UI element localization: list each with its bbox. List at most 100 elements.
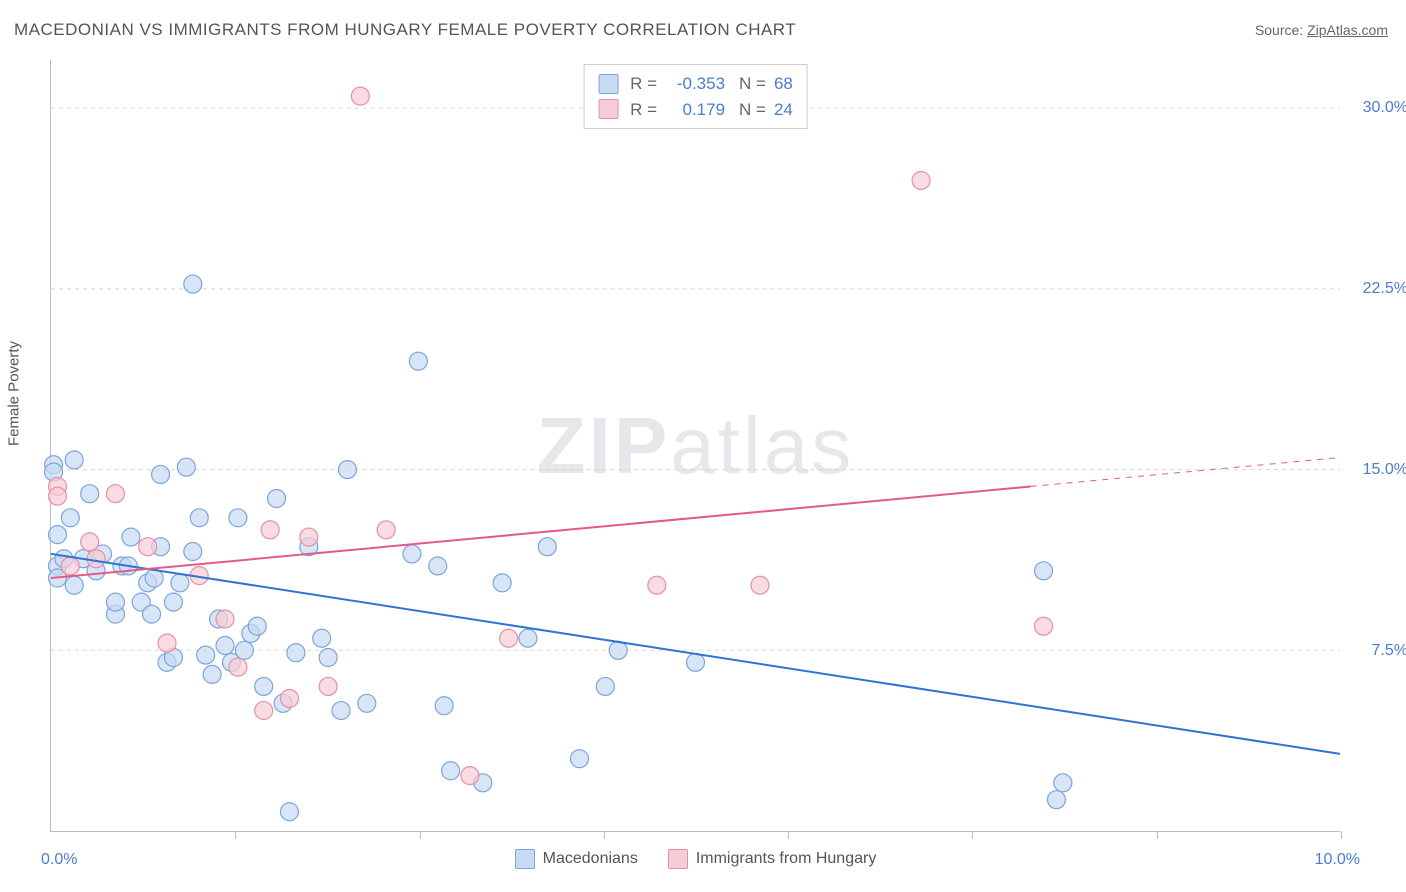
y-tick-label: 22.5% [1363, 280, 1406, 298]
legend-top: R =-0.353N =68R =0.179N =24 [583, 64, 808, 129]
data-point [158, 634, 176, 652]
data-point [319, 649, 337, 667]
legend-swatch [515, 849, 535, 869]
data-point [164, 593, 182, 611]
data-point [538, 538, 556, 556]
n-value: 68 [774, 71, 793, 97]
data-point [48, 487, 66, 505]
legend-label: Macedonians [543, 850, 638, 868]
data-point [184, 543, 202, 561]
data-point [81, 533, 99, 551]
y-tick-label: 15.0% [1363, 461, 1406, 479]
data-point [190, 509, 208, 527]
data-point [184, 275, 202, 293]
legend-swatch [598, 74, 618, 94]
data-point [1047, 791, 1065, 809]
data-point [229, 509, 247, 527]
data-point [106, 485, 124, 503]
r-label: R = [630, 71, 657, 97]
x-tick [235, 831, 236, 839]
r-value: -0.353 [665, 71, 725, 97]
source-attribution: Source: ZipAtlas.com [1255, 22, 1388, 38]
legend-swatch [598, 99, 618, 119]
legend-top-row: R = -0.353 N = 68 [598, 71, 793, 97]
data-point [332, 702, 350, 720]
data-point [358, 694, 376, 712]
data-point [122, 528, 140, 546]
data-point [216, 610, 234, 628]
trend-line [51, 486, 1031, 578]
data-point [139, 538, 157, 556]
legend-label: Immigrants from Hungary [696, 850, 877, 868]
chart-svg [51, 60, 1340, 831]
data-point [648, 576, 666, 594]
data-point [596, 677, 614, 695]
x-tick [788, 831, 789, 839]
chart-title: MACEDONIAN VS IMMIGRANTS FROM HUNGARY FE… [14, 20, 796, 40]
data-point [229, 658, 247, 676]
data-point [143, 605, 161, 623]
data-point [197, 646, 215, 664]
y-tick-label: 30.0% [1363, 99, 1406, 117]
n-label: N = [739, 71, 766, 97]
x-tick [1341, 831, 1342, 839]
data-point [351, 87, 369, 105]
trend-line-extension [1031, 458, 1340, 487]
data-point [65, 576, 83, 594]
data-point [61, 509, 79, 527]
x-tick [420, 831, 421, 839]
source-link[interactable]: ZipAtlas.com [1307, 22, 1388, 38]
legend-swatch [668, 849, 688, 869]
data-point [912, 171, 930, 189]
data-point [403, 545, 421, 563]
data-point [87, 550, 105, 568]
data-point [1035, 562, 1053, 580]
data-point [319, 677, 337, 695]
n-label: N = [739, 97, 766, 123]
data-point [461, 767, 479, 785]
legend-bottom-item: Immigrants from Hungary [668, 849, 877, 869]
data-point [106, 593, 124, 611]
data-point [235, 641, 253, 659]
data-point [203, 665, 221, 683]
data-point [609, 641, 627, 659]
x-tick [1157, 831, 1158, 839]
data-point [429, 557, 447, 575]
data-point [216, 636, 234, 654]
data-point [493, 574, 511, 592]
data-point [687, 653, 705, 671]
data-point [280, 689, 298, 707]
data-point [268, 490, 286, 508]
data-point [519, 629, 537, 647]
x-tick [972, 831, 973, 839]
data-point [300, 528, 318, 546]
data-point [1054, 774, 1072, 792]
data-point [570, 750, 588, 768]
data-point [409, 352, 427, 370]
data-point [500, 629, 518, 647]
data-point [377, 521, 395, 539]
data-point [171, 574, 189, 592]
legend-top-row: R =0.179N =24 [598, 97, 793, 123]
data-point [442, 762, 460, 780]
x-tick-label-min: 0.0% [41, 851, 77, 869]
y-axis-label: Female Poverty [6, 341, 23, 446]
r-label: R = [630, 97, 657, 123]
data-point [177, 458, 195, 476]
data-point [261, 521, 279, 539]
data-point [152, 465, 170, 483]
data-point [1035, 617, 1053, 635]
data-point [338, 461, 356, 479]
data-point [81, 485, 99, 503]
data-point [751, 576, 769, 594]
data-point [435, 697, 453, 715]
n-value: 24 [774, 97, 793, 123]
data-point [287, 644, 305, 662]
x-tick [604, 831, 605, 839]
data-point [255, 677, 273, 695]
plot-area: ZIPatlas 7.5%15.0%22.5%30.0% R =-0.353N … [50, 60, 1340, 832]
legend-bottom: Macedonians Immigrants from Hungary [51, 849, 1340, 869]
data-point [280, 803, 298, 821]
source-label: Source: [1255, 22, 1303, 38]
y-tick-label: 7.5% [1372, 642, 1406, 660]
